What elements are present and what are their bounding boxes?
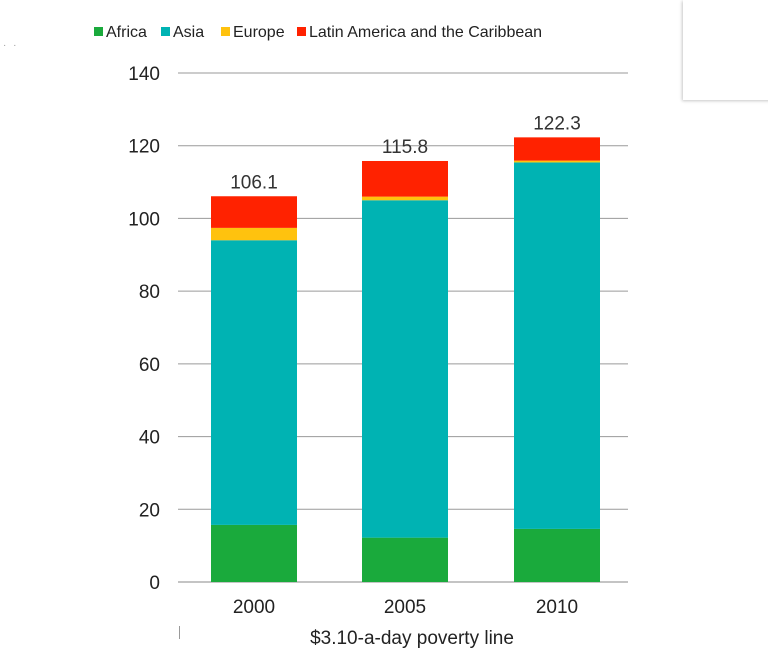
y-tick-label: 80 bbox=[139, 282, 160, 303]
bar-2005-africa bbox=[362, 537, 448, 582]
legend-label-1: Asia bbox=[173, 24, 204, 41]
bar-2010-asia bbox=[514, 162, 600, 529]
y-tick-label: 100 bbox=[128, 209, 160, 230]
x-tick-label-2005: 2005 bbox=[384, 597, 426, 618]
bar-2010-europe bbox=[514, 160, 600, 163]
total-label-2000: 106.1 bbox=[230, 172, 278, 193]
bar-2005-asia bbox=[362, 200, 448, 538]
legend-swatch-0 bbox=[94, 27, 103, 36]
bar-2000-asia bbox=[211, 240, 297, 525]
y-tick-label: 140 bbox=[128, 64, 160, 85]
corner-dots: · · bbox=[3, 40, 19, 51]
legend-swatch-1 bbox=[161, 27, 170, 36]
total-label-2010: 122.3 bbox=[533, 113, 581, 134]
y-tick-label: 40 bbox=[139, 428, 160, 449]
y-tick-label: 20 bbox=[139, 500, 160, 521]
total-labels: 106.1 115.8 122.3 bbox=[230, 113, 581, 193]
x-axis-title: $3.10-a-day poverty line bbox=[310, 628, 514, 649]
side-panel bbox=[683, 0, 768, 100]
legend-swatch-2 bbox=[221, 27, 230, 36]
bar-2010-latin-america-and-the-caribbean bbox=[514, 137, 600, 161]
x-axis: 2000 2005 2010 bbox=[233, 597, 578, 618]
bar-2000-latin-america-and-the-caribbean bbox=[211, 196, 297, 228]
legend-swatch-3 bbox=[297, 27, 306, 36]
axis-tick-mark bbox=[179, 626, 180, 639]
bar-2000-africa bbox=[211, 524, 297, 582]
legend-label-0: Africa bbox=[106, 24, 147, 41]
bar-2010-africa bbox=[514, 528, 600, 582]
y-axis: 0 20 40 60 80 100 120 140 bbox=[128, 64, 160, 594]
y-tick-label: 60 bbox=[139, 355, 160, 376]
total-label-2005: 115.8 bbox=[382, 137, 428, 158]
y-tick-label: 120 bbox=[128, 137, 160, 158]
legend-label-2: Europe bbox=[233, 24, 285, 41]
bar-2005-europe bbox=[362, 196, 448, 201]
bar-2005-latin-america-and-the-caribbean bbox=[362, 160, 448, 197]
chart-legend: Africa Asia Europe Latin America and the Ca… bbox=[94, 24, 542, 41]
legend-label-3: Latin America and the Caribbean bbox=[309, 24, 542, 41]
x-tick-label-2000: 2000 bbox=[233, 597, 275, 618]
bars bbox=[211, 137, 600, 582]
x-tick-label-2010: 2010 bbox=[536, 597, 578, 618]
bar-2000-europe bbox=[211, 227, 297, 241]
y-tick-label: 0 bbox=[149, 573, 160, 594]
